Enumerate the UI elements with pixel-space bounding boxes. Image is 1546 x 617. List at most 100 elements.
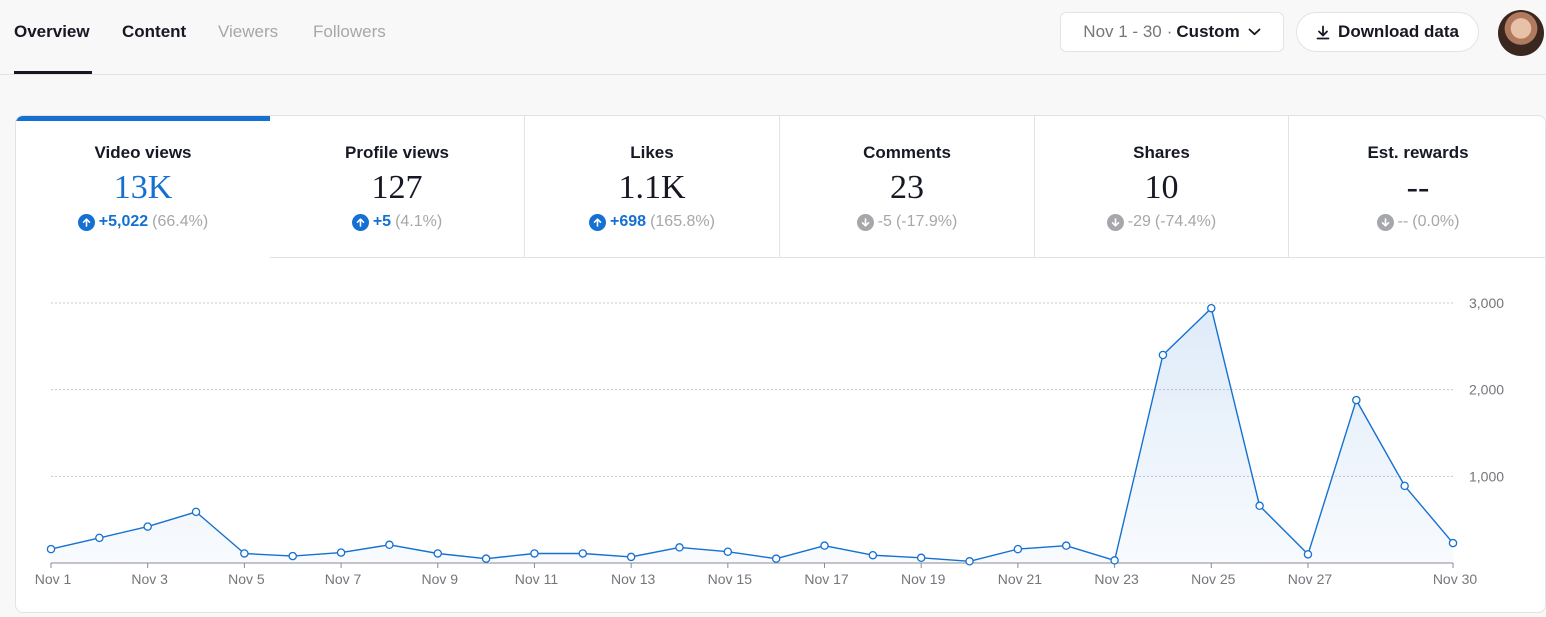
metric-change-percent: (-74.4%) xyxy=(1154,213,1217,230)
metric-change-value: -5 xyxy=(877,213,892,230)
metric-change-value: +5 xyxy=(372,213,392,230)
download-data-button[interactable]: Download data xyxy=(1296,12,1479,52)
data-point xyxy=(1158,350,1168,360)
metric-change-percent: (4.1%) xyxy=(395,213,443,230)
x-tick-label: Nov 9 xyxy=(421,571,458,587)
series-area xyxy=(51,308,1453,563)
metric-value: 127 xyxy=(371,169,423,206)
metric-change-percent: (-17.9%) xyxy=(895,213,958,230)
metric-change-percent: (0.0%) xyxy=(1412,213,1460,230)
date-range-selector[interactable]: Nov 1 - 30 · Custom xyxy=(1060,12,1284,52)
data-point xyxy=(433,549,443,558)
arrow-up-icon xyxy=(351,213,369,231)
metric-card-shares[interactable]: Shares 10 -29 (-74.4%) xyxy=(1035,116,1289,258)
active-tab-indicator xyxy=(14,71,92,74)
data-point xyxy=(143,522,152,531)
x-tick-label: Nov 3 xyxy=(131,571,168,587)
x-tick-label: Nov 13 xyxy=(611,571,656,587)
metric-title: Likes xyxy=(630,143,674,162)
x-tick-label: Nov 5 xyxy=(228,571,265,587)
tab-overview[interactable]: Overview xyxy=(14,22,90,41)
metric-title: Comments xyxy=(863,143,951,162)
x-tick-label: Nov 17 xyxy=(804,571,849,587)
series-line xyxy=(50,307,1454,562)
data-point xyxy=(675,543,684,552)
metric-value: 10 xyxy=(1144,169,1179,206)
metric-change: -- (0.0%) xyxy=(1289,213,1545,231)
analytics-panel: Video views 13K +5,022 (66.4%) Profile views… xyxy=(15,115,1546,613)
y-tick-label: 2,000 xyxy=(1469,382,1504,398)
data-point xyxy=(578,549,588,558)
y-tick-label: 1,000 xyxy=(1469,468,1504,484)
metric-value: 23 xyxy=(890,169,924,206)
data-point xyxy=(1207,303,1216,313)
metric-card-comments[interactable]: Comments 23 -5 (-17.9%) xyxy=(780,116,1035,258)
metric-change: +5,022 (66.4%) xyxy=(16,213,270,231)
x-tick-label: Nov 25 xyxy=(1191,571,1236,587)
x-tick-label: Nov 7 xyxy=(325,571,362,587)
x-tick-label: Nov 19 xyxy=(901,571,946,587)
data-point xyxy=(1061,541,1071,550)
metric-value: 13K xyxy=(113,169,173,206)
data-point xyxy=(95,533,104,543)
arrow-down-icon xyxy=(1106,213,1124,231)
metric-change-percent: (66.4%) xyxy=(152,213,209,230)
x-tick-label: Nov 30 xyxy=(1433,571,1478,587)
data-point xyxy=(1303,550,1313,559)
date-range-mode: Custom xyxy=(1176,22,1240,41)
tab-content[interactable]: Content xyxy=(122,22,187,41)
active-card-accent xyxy=(16,116,270,121)
x-tick-label: Nov 23 xyxy=(1094,571,1139,587)
metric-change-value: -- xyxy=(1397,213,1409,230)
tab-viewers[interactable]: Viewers xyxy=(218,22,279,41)
metric-change: -5 (-17.9%) xyxy=(780,213,1034,231)
data-point xyxy=(820,541,829,550)
avatar[interactable] xyxy=(1498,10,1544,56)
download-icon xyxy=(1316,25,1330,39)
data-point xyxy=(626,552,636,562)
x-tick-label: Nov 15 xyxy=(708,571,753,587)
data-point xyxy=(336,548,346,557)
metric-title: Est. rewards xyxy=(1367,143,1469,162)
metric-change-percent: (165.8%) xyxy=(650,213,715,230)
data-point xyxy=(240,549,249,558)
metric-change: -29 (-74.4%) xyxy=(1035,213,1288,231)
metric-title: Video views xyxy=(94,143,192,162)
x-tick-label: Nov 11 xyxy=(515,571,559,587)
data-point xyxy=(288,551,297,561)
metric-change-value: +698 xyxy=(610,213,647,230)
data-point xyxy=(1352,395,1361,405)
metric-value: 1.1K xyxy=(618,169,686,206)
metric-change: +698 (165.8%) xyxy=(525,213,779,231)
metric-title: Profile views xyxy=(345,143,449,162)
data-point xyxy=(191,507,201,517)
metric-change: +5 (4.1%) xyxy=(270,213,524,231)
data-point xyxy=(1448,538,1458,548)
download-data-label: Download data xyxy=(1338,22,1459,41)
top-navigation-bar: Overview Content Viewers Followers Nov 1… xyxy=(0,0,1546,75)
metric-card-est-rewards[interactable]: Est. rewards -- -- (0.0%) xyxy=(1289,116,1545,258)
metric-title: Shares xyxy=(1133,143,1190,162)
data-point xyxy=(723,547,733,556)
metric-change-value: +5,022 xyxy=(98,213,149,230)
x-tick-label: Nov 27 xyxy=(1288,571,1333,587)
data-point xyxy=(965,557,974,566)
data-point xyxy=(1255,501,1264,511)
arrow-up-icon xyxy=(77,213,95,231)
metric-card-likes[interactable]: Likes 1.1K +698 (165.8%) xyxy=(525,116,780,258)
video-views-chart: 1,000 2,000 3,000 Nov 1 Nov 3 Nov 5 Nov 7 Nov 9… xyxy=(35,295,1505,587)
data-point xyxy=(771,554,781,563)
tab-followers[interactable]: Followers xyxy=(313,22,386,41)
data-point xyxy=(530,549,539,558)
metric-card-video-views[interactable]: Video views 13K +5,022 (66.4%) xyxy=(16,116,271,258)
data-point xyxy=(481,554,491,563)
arrow-up-icon xyxy=(589,213,607,231)
arrow-down-icon xyxy=(856,213,874,231)
x-tick-label: Nov 1 xyxy=(35,571,72,587)
y-tick-label: 3,000 xyxy=(1469,295,1504,311)
date-range-dates: Nov 1 - 30 xyxy=(1083,22,1162,41)
x-tick-label: Nov 21 xyxy=(998,571,1043,587)
data-point xyxy=(868,550,878,560)
metric-card-profile-views[interactable]: Profile views 127 +5 (4.1%) xyxy=(270,116,525,258)
chevron-down-icon xyxy=(1248,28,1261,36)
